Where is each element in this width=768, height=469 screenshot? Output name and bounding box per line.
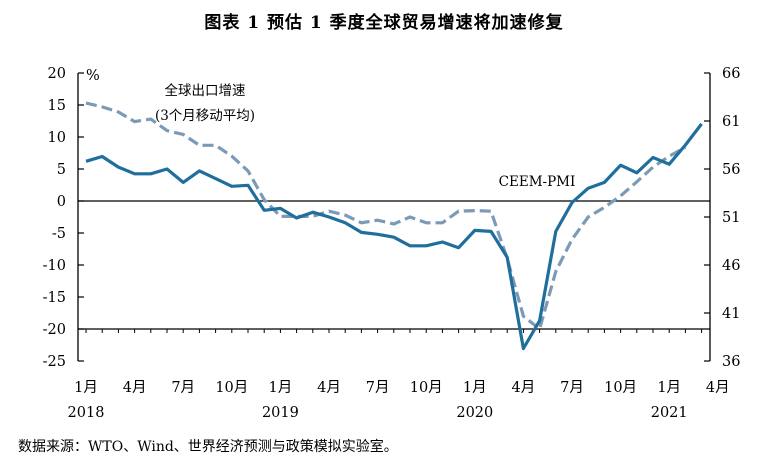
x-tick-label: 10月 <box>604 380 637 396</box>
y-left-tick-label: -15 <box>43 290 66 306</box>
x-tick-label: 1月 <box>74 380 98 396</box>
figure-title: 图表 1 预估 1 季度全球贸易增速将加速修复 <box>204 13 564 33</box>
y-left-tick-label: -5 <box>52 226 66 242</box>
x-tick-label: 1月 <box>657 380 681 396</box>
y-right-tick-label: 51 <box>722 210 740 226</box>
x-year-label: 2019 <box>262 405 299 421</box>
export-series-label: 全球出口增速 <box>165 82 246 99</box>
y-left-tick-label: 20 <box>48 66 66 82</box>
x-tick-label: 1月 <box>463 380 487 396</box>
y-right-tick-label: 56 <box>722 162 740 178</box>
x-tick-label: 4月 <box>512 380 536 396</box>
y-right-tick-label: 66 <box>722 66 740 82</box>
series-line-ceem-pmi <box>85 122 703 351</box>
y-left-tick-label: 5 <box>57 162 66 178</box>
y-right-tick-label: 61 <box>722 114 740 130</box>
series-line-global-export-growth <box>85 101 687 331</box>
x-tick-label: 7月 <box>560 380 584 396</box>
x-year-label: 2018 <box>68 405 105 421</box>
x-tick-label: 4月 <box>123 380 147 396</box>
labels-layer: 全球出口增速 (3个月移动平均) CEEM-PMI <box>155 82 575 190</box>
x-tick-label: 10月 <box>215 380 248 396</box>
y-left-tick-label: 0 <box>57 194 66 210</box>
export-series-sublabel: (3个月移动平均) <box>155 108 255 124</box>
y-right-tick-label: 41 <box>722 306 740 322</box>
x-tick-label: 7月 <box>366 380 390 396</box>
series-layer <box>85 101 703 351</box>
y-left-tick-label: 10 <box>48 130 66 146</box>
pmi-series-label: CEEM-PMI <box>499 174 576 190</box>
x-tick-label: 4月 <box>317 380 341 396</box>
x-tick-label: 1月 <box>269 380 293 396</box>
x-year-label: 2021 <box>651 405 688 421</box>
y-left-unit: % <box>86 68 100 84</box>
y-left-tick-label: -10 <box>43 258 66 274</box>
axes: 20 15 10 5 0 -5 -10 -15 -20 -25 66 61 56 51 46 41 36% 1月 4… <box>43 66 741 421</box>
y-left-tick-label: -20 <box>43 322 66 338</box>
y-left-tick-label: -25 <box>43 354 66 370</box>
figure-source: 数据来源：WTO、Wind、世界经济预测与政策模拟实验室。 <box>18 439 398 455</box>
x-tick-label: 10月 <box>410 380 443 396</box>
y-right-tick-label: 36 <box>722 354 740 370</box>
x-year-label: 2020 <box>456 405 493 421</box>
x-tick-label: 4月 <box>706 380 730 396</box>
y-right-tick-label: 46 <box>722 258 740 274</box>
x-tick-label: 7月 <box>171 380 195 396</box>
y-left-tick-label: 15 <box>48 98 66 114</box>
